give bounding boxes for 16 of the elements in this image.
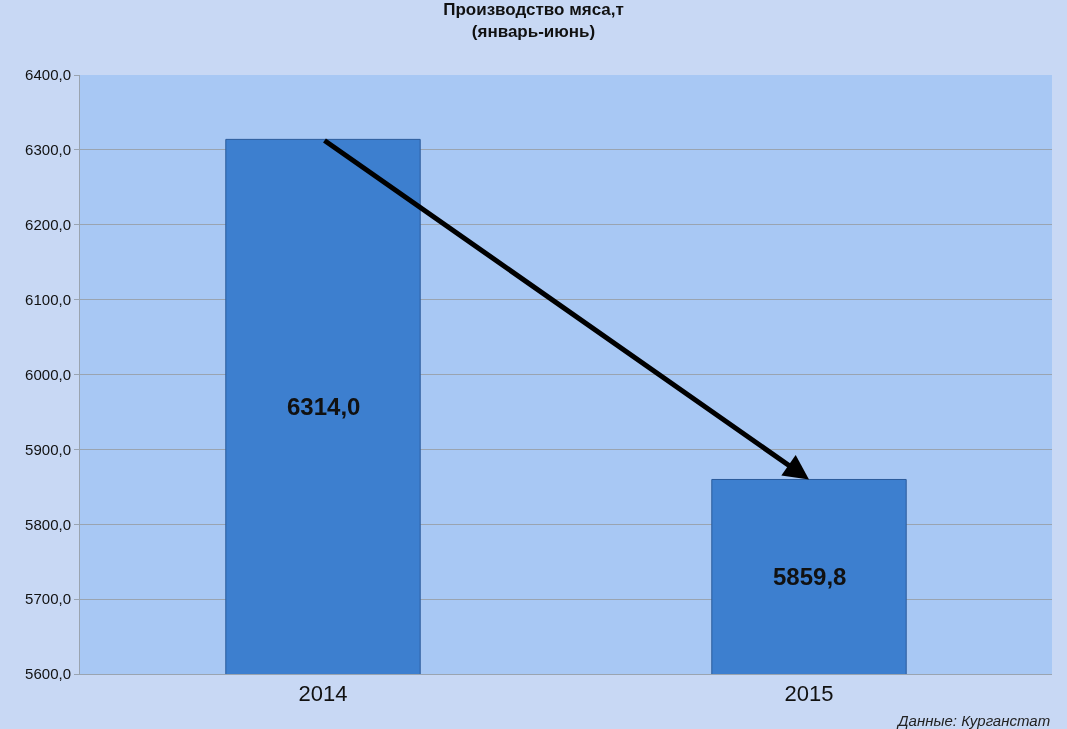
y-tick-label: 5700,0: [25, 590, 71, 608]
y-tick-label: 6400,0: [25, 66, 71, 84]
y-tick-label: 6100,0: [25, 290, 71, 308]
x-tick-label: 2014: [298, 681, 348, 707]
chart-subtitle: (январь-июнь): [471, 21, 596, 41]
chart-title: Производство мяса,т: [443, 0, 624, 19]
y-tick-label: 5900,0: [25, 440, 71, 458]
data-label: 5859,8: [773, 563, 847, 590]
x-tick-label: 2015: [784, 681, 834, 707]
data-label: 6314,0: [287, 393, 361, 420]
y-tick-label: 5800,0: [25, 515, 71, 533]
y-tick-label: 6200,0: [25, 216, 71, 233]
text: Данные: Курганстат: [896, 712, 1051, 729]
y-tick-label: 6300,0: [25, 141, 71, 159]
y-tick-label: 6000,0: [25, 365, 71, 383]
y-tick-label: 5600,0: [25, 665, 71, 683]
